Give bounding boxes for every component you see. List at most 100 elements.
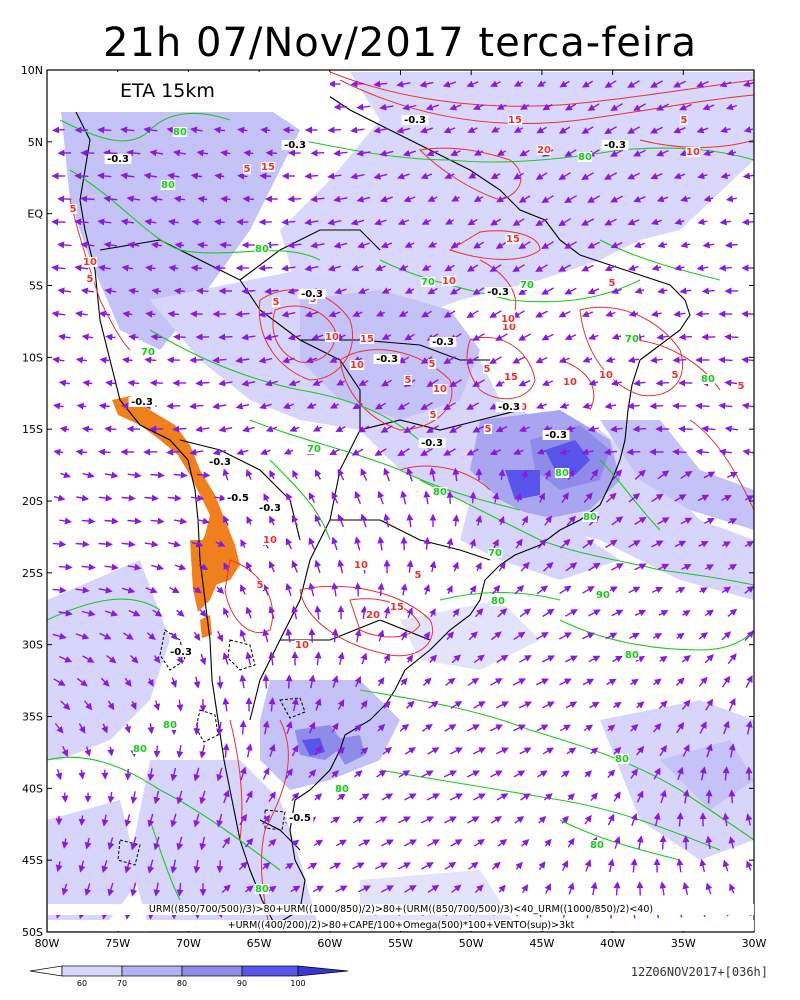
wind-vector	[172, 149, 186, 157]
wind-vector	[495, 333, 508, 341]
wind-vector	[357, 425, 370, 433]
wind-vector	[400, 583, 408, 596]
wind-vector	[314, 793, 323, 801]
wind-vector	[702, 103, 715, 111]
lat-tick-label: 50S	[22, 926, 43, 939]
wind-vector	[189, 448, 204, 456]
wind-vector	[81, 333, 94, 341]
wind-vector	[287, 195, 302, 203]
wind-vector	[382, 747, 393, 755]
wind-vector	[216, 813, 224, 828]
wind-vector	[496, 793, 509, 801]
wind-vector	[673, 310, 686, 318]
wind-vector	[582, 80, 594, 88]
wind-vector	[350, 172, 365, 180]
wind-vector	[199, 790, 207, 805]
red-contour-label: 10	[686, 147, 700, 158]
wind-vector	[489, 724, 504, 732]
wind-vector	[565, 701, 578, 709]
contour-label-bg	[172, 127, 188, 137]
wind-vector	[633, 195, 646, 203]
wind-vector	[337, 559, 345, 574]
wind-vector	[172, 425, 187, 433]
wind-vector	[354, 582, 362, 597]
wind-vector	[291, 560, 299, 573]
wind-vector	[333, 149, 348, 157]
wind-vector	[679, 103, 692, 111]
wind-vector	[150, 471, 165, 479]
wind-vector	[107, 791, 115, 804]
green-contour-label: 80	[555, 468, 569, 479]
wind-vector	[130, 836, 138, 851]
wind-vector	[268, 791, 276, 802]
wind-vector	[128, 287, 139, 295]
wind-vector	[360, 652, 368, 665]
wind-vector	[285, 674, 293, 689]
wind-vector	[423, 490, 431, 505]
wind-vector	[265, 425, 278, 433]
wind-vector	[496, 149, 507, 156]
contour-label-bg	[359, 334, 375, 344]
red-contour-label: 5	[485, 424, 492, 435]
wind-vector	[147, 678, 154, 687]
wind-vector	[291, 839, 300, 847]
wind-vector	[607, 813, 615, 826]
wind-vector	[58, 563, 73, 571]
wind-vector	[377, 582, 385, 597]
contour-label-bg	[601, 140, 629, 150]
wind-vector	[636, 790, 644, 803]
legend-bin-2	[121, 965, 183, 977]
wind-vector	[423, 584, 431, 595]
wind-vector	[698, 676, 708, 687]
contour-label-bg	[262, 535, 278, 545]
wind-vector	[379, 149, 394, 157]
green-contour-label: 80	[255, 884, 269, 895]
wind-vector	[512, 310, 525, 318]
wind-vector	[173, 195, 185, 203]
wind-vector	[536, 632, 549, 640]
wind-vector	[151, 287, 162, 295]
lon-tick-label: 50W	[459, 937, 484, 950]
wind-vector	[213, 126, 226, 134]
wind-vector	[358, 287, 369, 295]
wind-vector	[196, 471, 211, 479]
wind-vector	[473, 195, 484, 202]
wind-vector	[729, 883, 736, 894]
green-contour-label: 80	[335, 784, 349, 795]
wind-vector	[122, 310, 133, 318]
wind-vector	[727, 608, 738, 617]
wind-vector	[312, 885, 325, 893]
contour-label-bg	[160, 180, 176, 190]
wind-vector	[467, 816, 480, 824]
wind-vector	[498, 515, 505, 526]
green-contour-label: 70	[421, 277, 435, 288]
contour-label-bg	[167, 647, 195, 657]
wind-vector	[473, 839, 485, 847]
wind-vector	[333, 241, 348, 249]
wind-vector	[404, 793, 417, 801]
wind-vector	[107, 746, 115, 757]
wind-vector	[633, 379, 646, 387]
wind-vector	[212, 402, 227, 410]
wind-vector	[121, 586, 136, 594]
black-contour-label: -0.3	[545, 430, 567, 441]
contour-label-bg	[483, 424, 493, 434]
wind-vector	[81, 563, 96, 571]
formula-line-1: URM((850/700/500)/3)>80+URM((1000/850)/2…	[48, 904, 754, 915]
wind-vector	[451, 884, 462, 894]
wind-vector	[473, 103, 484, 111]
contour-label-bg	[554, 468, 570, 478]
wind-vector	[582, 632, 595, 640]
contour-label-bg	[614, 754, 630, 764]
wind-vector	[354, 490, 362, 505]
wind-vector	[176, 609, 185, 617]
wind-vector	[313, 839, 324, 847]
wind-vector	[535, 678, 549, 686]
wind-vector	[587, 195, 601, 203]
wind-vector	[451, 654, 462, 664]
red-contour-label: 10	[501, 314, 515, 325]
wind-vector	[101, 860, 109, 874]
red-contour-label: 5	[609, 278, 616, 289]
wind-vector	[682, 881, 690, 895]
wind-vector	[128, 609, 141, 617]
